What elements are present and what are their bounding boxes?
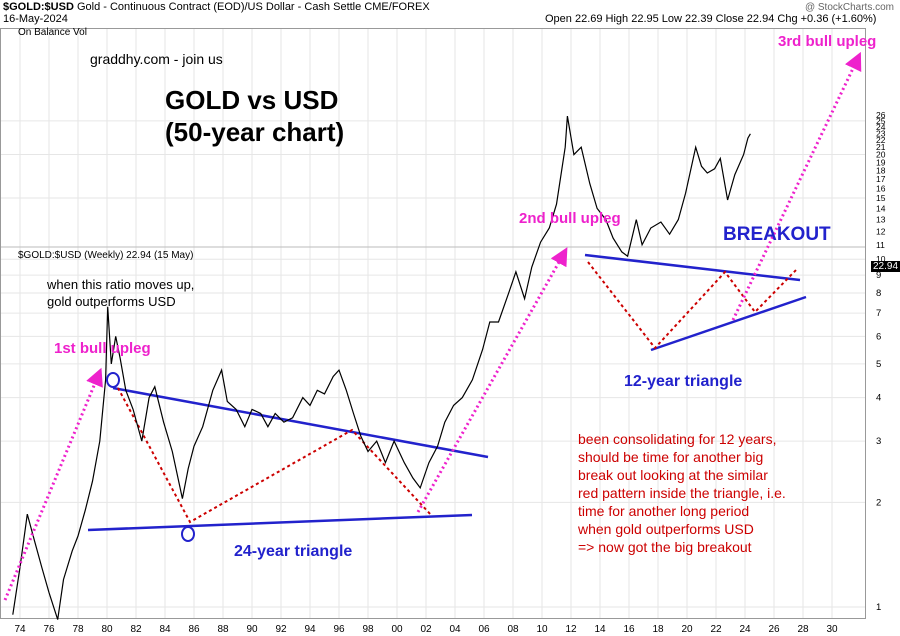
- y-tick-label: 7: [876, 308, 881, 319]
- x-tick-label: 02: [420, 624, 432, 635]
- x-tick-label: 98: [362, 624, 374, 635]
- y-axis: 1234567891011121314151617181920212223242…: [876, 110, 886, 613]
- x-tick-label: 92: [275, 624, 287, 635]
- x-tick-label: 84: [159, 624, 171, 635]
- x-tick-label: 90: [246, 624, 258, 635]
- exchange: CME/FOREX: [364, 1, 430, 13]
- y-tick-label: 25: [876, 116, 886, 126]
- x-tick-label: 88: [217, 624, 229, 635]
- y-tick-label: 12: [876, 227, 886, 237]
- triangle-trendline: [650, 295, 807, 352]
- red-pattern: [117, 261, 799, 524]
- x-tick-label: 30: [826, 624, 838, 635]
- chart-header-left: $GOLD:$USD Gold - Continuous Contract (E…: [3, 1, 430, 13]
- ratio-note-2: gold outperforms USD: [47, 294, 176, 309]
- x-tick-label: 86: [188, 624, 200, 635]
- y-tick-label: 1: [876, 602, 881, 613]
- pivot-marker-1980: [106, 372, 120, 388]
- upleg-arrow: [3, 367, 103, 601]
- y-tick-label: 21: [876, 142, 886, 152]
- x-tick-label: 00: [391, 624, 403, 635]
- watermark: graddhy.com - join us: [90, 51, 223, 67]
- chart-title-line1: GOLD vs USD: [165, 85, 339, 115]
- y-tick-label: 26: [876, 110, 886, 120]
- upleg-arrows: [3, 51, 862, 601]
- y-tick-label: 18: [876, 165, 886, 175]
- triangle-trendline: [87, 513, 473, 532]
- y-tick-label: 6: [876, 331, 881, 342]
- y-tick-label: 4: [876, 393, 881, 404]
- x-tick-label: 06: [478, 624, 490, 635]
- x-tick-label: 76: [43, 624, 55, 635]
- chart-date: 16-May-2024: [3, 13, 68, 25]
- x-tick-label: 94: [304, 624, 316, 635]
- x-tick-label: 82: [130, 624, 142, 635]
- symbol-description: Gold - Continuous Contract (EOD)/US Doll…: [76, 1, 362, 13]
- x-tick-label: 18: [652, 624, 664, 635]
- pivot-marker-1985: [181, 526, 195, 542]
- upleg-arrow: [731, 51, 862, 321]
- x-tick-label: 28: [797, 624, 809, 635]
- upleg-arrow: [416, 247, 568, 513]
- y-tick-label: 5: [876, 359, 881, 370]
- upleg3-label: 3rd bull upleg: [778, 33, 877, 50]
- triangle-trendline: [584, 253, 801, 282]
- x-tick-label: 24: [739, 624, 751, 635]
- symbol: $GOLD:$USD: [3, 1, 74, 13]
- y-tick-label: 8: [876, 288, 881, 299]
- trendlines: [87, 253, 807, 532]
- x-tick-label: 26: [768, 624, 780, 635]
- x-tick-label: 22: [710, 624, 722, 635]
- x-tick-label: 16: [623, 624, 635, 635]
- chart-title-line2: (50-year chart): [165, 117, 345, 147]
- breakout-label: BREAKOUT: [723, 224, 831, 245]
- consolidation-note: been consolidating for 12 years, should …: [578, 431, 786, 555]
- ratio-note-1: when this ratio moves up,: [47, 277, 195, 292]
- y-tick-label: 9: [876, 270, 881, 281]
- y-tick-label: 20: [876, 150, 886, 160]
- x-tick-label: 08: [507, 624, 519, 635]
- ohlc-readout: Open 22.69 High 22.95 Low 22.39 Close 22…: [545, 13, 877, 25]
- x-axis: 74 76 78 80 82 84 86 88 90 92 94 96 98 00 02 04 06 08 10 12…: [14, 624, 838, 635]
- upleg1-label: 1st bull upleg: [54, 340, 151, 357]
- x-tick-label: 20: [681, 624, 693, 635]
- y-tick-label: 17: [876, 174, 886, 184]
- triangle-24-label: 24-year triangle: [234, 543, 353, 560]
- credit: @ StockCharts.com: [804, 2, 894, 13]
- indicator-label: On Balance Vol: [18, 27, 87, 38]
- x-tick-label: 78: [72, 624, 84, 635]
- y-tick-label: 13: [876, 215, 886, 225]
- x-tick-label: 80: [101, 624, 113, 635]
- price-line: [12, 116, 751, 620]
- upleg2-label: 2nd bull upleg: [519, 210, 621, 227]
- pattern-1980-2001: [117, 387, 433, 524]
- pivot-markers: [106, 372, 195, 542]
- plot-frame: [0, 28, 866, 619]
- x-tick-label: 10: [536, 624, 548, 635]
- pattern-2011-2024: [587, 261, 799, 350]
- y-tick-label: 24: [876, 122, 886, 132]
- triangle-12-label: 12-year triangle: [624, 373, 743, 390]
- price-label: $GOLD:$USD (Weekly) 22.94 (15 May): [18, 250, 194, 261]
- y-tick-label: 14: [876, 203, 886, 213]
- y-tick-label: 22: [876, 135, 886, 145]
- y-tick-label: 15: [876, 193, 886, 203]
- x-tick-label: 14: [594, 624, 606, 635]
- last-value-badge: 22.94: [871, 261, 900, 272]
- y-tick-label: 11: [876, 240, 885, 250]
- x-tick-label: 96: [333, 624, 345, 635]
- x-tick-label: 12: [565, 624, 577, 635]
- x-tick-label: 04: [449, 624, 461, 635]
- y-tick-label: 23: [876, 128, 886, 138]
- triangle-trendline: [112, 386, 489, 459]
- y-tick-label: 19: [876, 157, 886, 167]
- grid: [0, 29, 866, 618]
- y-tick-label: 16: [876, 183, 886, 193]
- y-tick-label: 2: [876, 497, 881, 508]
- y-tick-label: 3: [876, 436, 881, 447]
- y-tick-label: 10: [876, 254, 886, 264]
- x-tick-label: 74: [14, 624, 26, 635]
